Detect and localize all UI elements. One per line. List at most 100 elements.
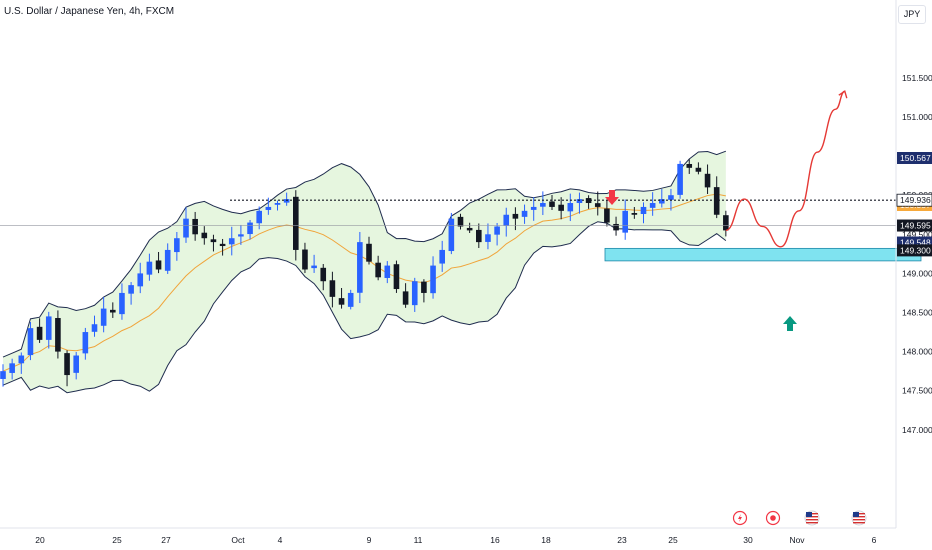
time-tick-label: 18 [541, 535, 551, 545]
us-flag-icon[interactable] [851, 510, 867, 526]
candle-down [219, 243, 226, 247]
bid-tag-bg [897, 219, 932, 232]
candle-up [485, 234, 491, 242]
time-tick-label: 16 [490, 535, 500, 545]
candle-down [36, 326, 43, 340]
time-tick-label: Nov [789, 535, 805, 545]
candle-up [649, 203, 656, 208]
candle-up [311, 265, 317, 269]
candle-down [393, 264, 400, 290]
candle-up [228, 238, 235, 245]
last-price-tag: 149.548 [900, 238, 931, 248]
candle-up [384, 265, 391, 278]
candle-down [201, 232, 208, 239]
time-tick-label: 20 [35, 535, 45, 545]
candle-up [119, 292, 125, 315]
time-tick-label: 23 [617, 535, 627, 545]
projection-arrowhead [838, 90, 848, 99]
price-tick-label: 151.500 [902, 73, 932, 83]
us-flag-canton [853, 512, 859, 517]
time-tick-label: 4 [278, 535, 283, 545]
resistance-tag: 149.936 [900, 195, 931, 205]
time-tick-label: 25 [668, 535, 678, 545]
candle-down [320, 267, 327, 282]
candle-down [64, 353, 70, 376]
candle-down [704, 173, 711, 188]
candle-down [585, 198, 592, 204]
candle-up [430, 265, 436, 294]
band-lower-line [2, 221, 727, 394]
currency-button[interactable]: JPY [898, 5, 926, 24]
time-tick-label: 6 [872, 535, 877, 545]
flash-icon[interactable] [732, 510, 748, 526]
candle-up [0, 371, 6, 379]
candle-down [695, 167, 702, 172]
candles [0, 159, 729, 387]
symbol-title: U.S. Dollar / Japanese Yen, 4h, FXCM [4, 6, 175, 17]
price-tick-label: 147.500 [902, 386, 932, 396]
time-tick-label: Oct [231, 535, 245, 545]
band-basis-line [2, 193, 726, 372]
candle-up [411, 281, 418, 306]
candle-up [91, 324, 98, 332]
candle-up [283, 199, 290, 203]
flash-bolt [738, 514, 742, 522]
candle-down [558, 204, 564, 211]
time-tick-label: 11 [414, 535, 423, 545]
candle-up [137, 273, 144, 287]
candle-down [457, 216, 464, 227]
candle-up [576, 199, 583, 204]
us-flag-stripe [853, 519, 865, 521]
candle-up [183, 218, 189, 238]
up-arrow-icon [783, 316, 797, 331]
candle-up [622, 210, 628, 233]
candle-down [155, 260, 162, 270]
candle-up [448, 218, 455, 252]
candle-up [530, 206, 537, 210]
candle-down [402, 291, 409, 305]
candle-up [640, 206, 647, 215]
candle-up [128, 285, 134, 294]
candle-down [366, 243, 372, 262]
candle-up [146, 261, 153, 275]
bollinger-bands [2, 150, 727, 394]
time-tick-label: 27 [161, 535, 171, 545]
candle-down [110, 309, 116, 313]
price-tick-label: 149.500 [902, 229, 932, 239]
us-flag-icon[interactable] [804, 510, 820, 526]
candle-up [503, 214, 510, 226]
candle-up [347, 292, 354, 307]
support-zone-tag-bg [897, 244, 932, 257]
candle-up [357, 242, 363, 293]
candle-up [540, 203, 546, 207]
candle-up [567, 203, 574, 212]
candle-down [375, 262, 381, 278]
price-tick-label: 149.000 [902, 268, 932, 278]
candle-down [686, 163, 693, 168]
candle-down [192, 218, 198, 235]
us-flag-stripe [806, 522, 818, 524]
candle-down [338, 298, 345, 305]
event-icons [732, 510, 867, 526]
candle-up [668, 195, 674, 200]
down-arrow-icon [605, 190, 619, 205]
price-tick-label: 148.000 [902, 347, 932, 357]
candle-up [174, 238, 180, 253]
candle-up [659, 199, 665, 204]
bb-upper-tag-bg [897, 152, 932, 164]
candle-down [421, 281, 427, 293]
candle-down [512, 213, 519, 219]
projection-path [725, 90, 846, 248]
time-tick-label: 25 [112, 535, 122, 545]
record-dot [770, 515, 776, 521]
candle-up [265, 206, 272, 210]
candle-down [302, 249, 308, 270]
candle-up [73, 355, 79, 373]
us-flag-canton [806, 512, 812, 517]
candle-up [9, 363, 15, 373]
time-axis: 20 25 27 Oct 4 9 11 16 18 23 25 30 Nov 6 [35, 535, 876, 545]
record-icon[interactable] [765, 510, 781, 526]
candle-down [293, 196, 299, 250]
time-tick-label: 30 [743, 535, 753, 545]
